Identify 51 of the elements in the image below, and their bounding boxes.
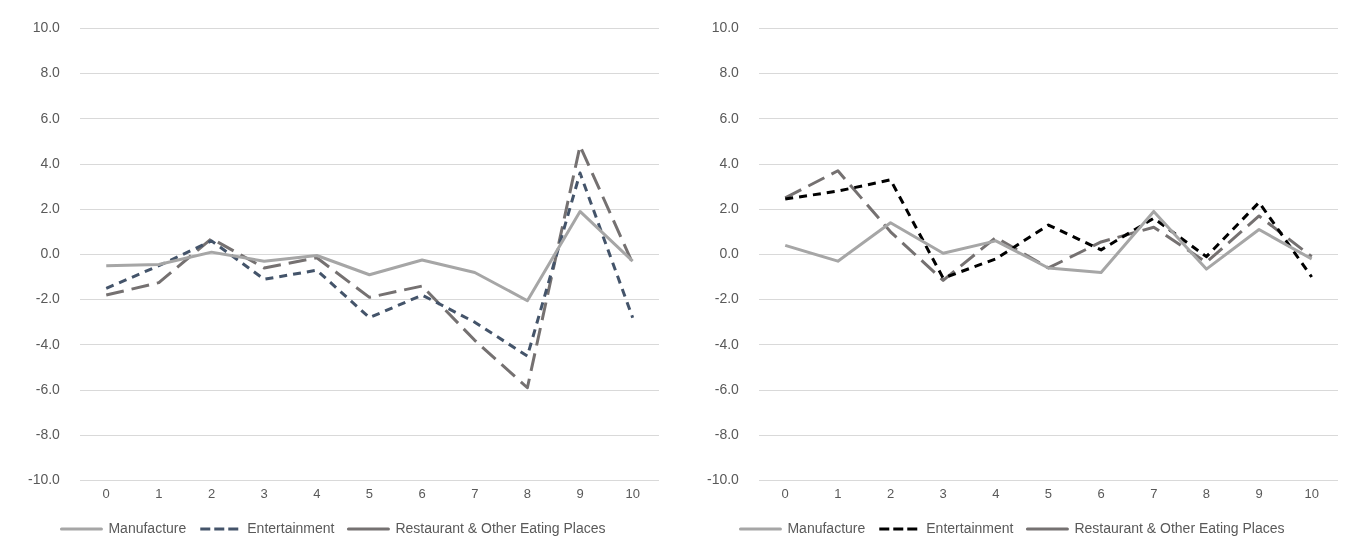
y-tick-label: 10.0	[32, 19, 61, 36]
y-tick-label: 4.0	[719, 154, 740, 171]
y-tick-label: -4.0	[35, 335, 61, 352]
y-tick-label: -10.0	[706, 471, 740, 488]
x-tick-label: 8	[1202, 485, 1211, 501]
x-tick-label: 3	[939, 485, 947, 501]
y-tick-label: 8.0	[40, 64, 61, 81]
x-tick-label: 9	[1255, 485, 1263, 501]
y-tick-label: -8.0	[714, 426, 740, 443]
x-tick-label: 8	[523, 485, 532, 501]
y-tick-label: -2.0	[714, 290, 740, 307]
y-tick-label: 6.0	[719, 109, 740, 126]
y-tick-label: 6.0	[40, 109, 61, 126]
y-tick-label: -2.0	[35, 290, 61, 307]
x-tick-label: 1	[834, 485, 842, 501]
legend-label: Restaurant & Other Eating Places	[1074, 519, 1285, 536]
x-tick-label: 9	[576, 485, 584, 501]
x-tick-label: 2	[886, 485, 895, 501]
legend-label: Entertainment	[926, 519, 1014, 536]
y-tick-label: 4.0	[40, 154, 61, 171]
y-tick-label: 8.0	[719, 64, 740, 81]
x-tick-label: 6	[1097, 485, 1105, 501]
x-tick-label: 0	[781, 485, 789, 501]
x-tick-label: 5	[1044, 485, 1053, 501]
x-tick-label: 10	[1304, 485, 1319, 501]
y-tick-label: 0.0	[719, 245, 740, 262]
legend-label: Entertainment	[247, 519, 335, 536]
x-tick-label: 10	[625, 485, 640, 501]
x-tick-label: 4	[992, 485, 1000, 501]
y-tick-label: 2.0	[40, 200, 61, 217]
y-tick-label: -8.0	[35, 426, 61, 443]
x-tick-label: 4	[313, 485, 321, 501]
legend-label: Manufacture	[108, 519, 187, 536]
y-tick-label: -10.0	[27, 471, 61, 488]
y-tick-label: -4.0	[714, 335, 740, 352]
x-tick-label: 7	[1150, 485, 1158, 501]
line-series	[104, 171, 635, 358]
y-tick-label: 10.0	[711, 19, 740, 36]
y-tick-label: 0.0	[40, 245, 61, 262]
y-tick-label: -6.0	[35, 380, 61, 397]
x-tick-label: 5	[365, 485, 374, 501]
x-tick-label: 1	[155, 485, 163, 501]
y-tick-label: -6.0	[714, 380, 740, 397]
legend-label: Restaurant & Other Eating Places	[395, 519, 606, 536]
y-tick-label: 2.0	[719, 200, 740, 217]
x-tick-label: 0	[102, 485, 110, 501]
x-tick-label: 7	[471, 485, 479, 501]
x-tick-label: 3	[260, 485, 268, 501]
legend-label: Manufacture	[787, 519, 866, 536]
x-tick-label: 2	[207, 485, 216, 501]
x-tick-label: 6	[418, 485, 426, 501]
